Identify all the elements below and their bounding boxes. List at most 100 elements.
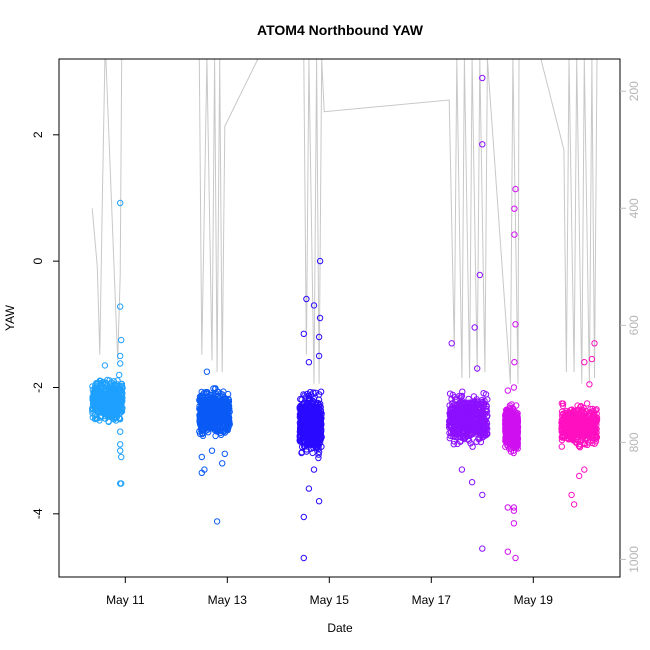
data-point [461,435,468,443]
data-point [117,447,124,454]
data-point [510,420,517,427]
data-point [447,415,454,422]
y-tick-label: 2 [31,131,45,138]
data-point [117,428,124,435]
data-point [577,403,584,411]
data-point [448,340,455,347]
data-point [305,359,313,366]
x-tick-label: May 11 [106,593,145,607]
data-point [96,417,103,424]
data-point [305,392,312,399]
data-point [96,401,103,409]
data-point [117,303,124,310]
data-point [449,391,456,399]
data-point [467,425,474,432]
data-point [199,432,207,439]
series-3 [296,257,325,562]
data-point [566,419,574,426]
data-point [510,504,518,511]
data-point [506,437,513,445]
data-point [117,360,124,367]
data-point [298,449,306,456]
data-point [303,295,310,303]
data-point [89,414,97,421]
data-point [558,443,565,450]
secondary-y-tick-label: 400 [627,198,641,218]
x-axis: May 11 May 13 May 15 May 17 May 19 [106,577,553,607]
data-point [459,417,466,424]
data-point [565,425,572,432]
data-point [469,443,476,450]
data-point [457,399,464,406]
data-point [512,321,519,328]
data-point [312,428,319,436]
data-point [218,415,225,422]
data-point [569,420,577,427]
data-point [591,340,598,347]
data-point [479,141,486,148]
data-point [508,401,515,408]
data-point [116,371,123,379]
data-point [221,450,229,457]
data-point [513,428,520,436]
data-point [300,554,307,562]
data-point [215,423,222,431]
series-6 [558,340,601,508]
data-point [456,392,463,400]
data-point [315,412,322,419]
data-point [458,466,466,473]
data-point [505,439,512,446]
data-point [581,359,588,366]
data-point [315,448,323,456]
data-point [470,399,477,407]
secondary-y-tick-label: 800 [627,432,641,452]
data-point [112,393,119,400]
data-point [586,381,593,388]
data-point [214,415,221,423]
data-point [568,491,575,499]
data-point [573,414,580,422]
data-point [451,421,458,429]
data-point [208,447,216,454]
data-point [117,352,124,360]
series-5 [502,185,522,562]
data-point [196,418,203,425]
data-point [108,386,115,393]
data-point [314,432,321,440]
data-point [221,429,229,436]
data-point [299,405,306,412]
data-point [116,415,123,422]
data-point [118,396,125,403]
data-point [316,314,324,322]
data-point [317,400,324,408]
x-tick-label: May 13 [208,593,248,607]
data-point [315,498,323,505]
data-point [450,441,457,448]
data-point [576,442,583,450]
data-point [511,231,518,238]
data-point [587,418,594,426]
data-point [512,413,519,420]
data-point [205,407,213,415]
y-axis-label: YAW [3,304,17,331]
data-point [483,403,490,410]
data-point [513,444,520,452]
data-point [448,408,456,415]
data-point [512,554,519,562]
data-point [304,438,311,445]
y-tick-label: -4 [31,508,45,519]
data-point [310,444,317,451]
data-point [303,400,310,407]
data-point [299,418,306,426]
data-point [582,426,589,434]
series-4 [446,74,491,552]
data-point [314,425,321,432]
data-point [454,421,461,429]
x-tick-label: May 17 [412,593,452,607]
data-point [117,199,124,207]
data-point [562,411,569,418]
data-point [473,417,480,425]
data-point [202,401,209,409]
data-point [213,518,221,525]
data-point [94,415,101,422]
